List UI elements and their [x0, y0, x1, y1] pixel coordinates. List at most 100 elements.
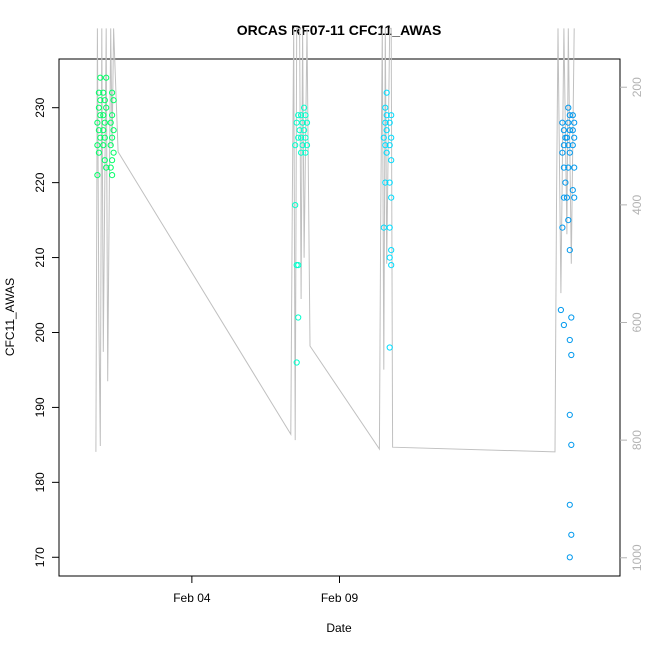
point-s3-20: [565, 217, 572, 224]
point-s1-8: [293, 119, 300, 126]
point-s2-10: [386, 344, 393, 351]
point-s2-5: [383, 127, 390, 134]
point-s3-1: [560, 321, 568, 329]
y2-tick-label-1: 400: [630, 195, 644, 215]
y-tick-label-2: 190: [33, 397, 47, 417]
point-s3-31: [569, 187, 576, 194]
x-axis: Feb 04 Feb 09: [173, 576, 359, 605]
point-s1-11: [299, 142, 306, 149]
point-s2-13: [388, 247, 395, 254]
point-s1-12: [298, 134, 305, 141]
point-s3-35: [569, 127, 576, 134]
point-s2-3: [382, 142, 389, 149]
point-s1-3: [293, 359, 300, 366]
x-tick-label-1: Feb 09: [321, 591, 359, 605]
scatter-points: [94, 74, 578, 561]
point-s3-27: [565, 119, 572, 126]
point-s1-18: [303, 142, 311, 149]
point-s3-32: [571, 164, 578, 171]
y2-axis: 200 400 600 800 1000: [620, 77, 644, 571]
y-tick-label-1: 180: [33, 472, 47, 492]
y-tick-label-0: 170: [33, 547, 47, 567]
point-s2-14: [386, 224, 393, 231]
point-s1-19: [302, 134, 309, 141]
point-s3-15: [566, 411, 573, 418]
point-s0-9: [95, 89, 103, 96]
point-s2-20: [386, 119, 393, 126]
point-s1-4: [295, 262, 302, 269]
point-s3-19: [566, 247, 573, 254]
point-s0-13: [100, 127, 107, 134]
point-s3-12: [568, 531, 575, 538]
point-s0-14: [101, 119, 108, 126]
point-s3-29: [565, 104, 572, 111]
point-s3-23: [566, 149, 573, 156]
point-s2-15: [388, 194, 395, 201]
y-tick-label-6: 230: [33, 97, 47, 117]
point-s0-29: [107, 119, 114, 126]
point-s0-2: [94, 142, 101, 149]
point-s2-11: [388, 262, 395, 269]
point-s0-32: [109, 89, 116, 96]
y-tick-label-3: 200: [33, 322, 47, 342]
point-s3-21: [563, 194, 571, 201]
point-s3-3: [560, 194, 568, 201]
point-s1-9: [295, 112, 302, 119]
point-s3-37: [569, 112, 576, 119]
point-s3-33: [569, 142, 576, 149]
y-axis-label: CFC11_AWAS: [3, 278, 17, 356]
point-s0-1: [95, 149, 103, 156]
point-s3-36: [571, 119, 578, 126]
y2-tick-label-4: 1000: [630, 544, 644, 571]
point-s3-26: [566, 127, 573, 134]
point-s1-16: [301, 104, 308, 111]
point-s3-4: [562, 179, 569, 186]
y2-tick-label-2: 600: [630, 312, 644, 332]
point-s0-19: [103, 74, 110, 81]
y-axis: 170 180 190 200 210 220 230: [33, 97, 59, 567]
point-s0-31: [110, 97, 117, 104]
point-s3-9: [560, 127, 568, 134]
point-s2-6: [382, 119, 389, 126]
point-s0-28: [110, 127, 117, 134]
point-s1-6: [295, 134, 302, 141]
point-s0-6: [97, 112, 104, 119]
point-s1-2: [295, 314, 302, 321]
point-s2-4: [380, 134, 387, 141]
point-s3-28: [566, 112, 573, 119]
point-s1-13: [301, 127, 308, 134]
point-s0-22: [109, 172, 116, 179]
point-s0-26: [107, 142, 114, 149]
point-s0-15: [100, 112, 107, 119]
point-s3-25: [563, 134, 571, 141]
point-s2-19: [388, 134, 395, 141]
point-s3-5: [560, 164, 568, 171]
point-s1-21: [302, 112, 309, 119]
point-s1-14: [299, 119, 306, 126]
point-s2-12: [386, 254, 393, 261]
point-s3-0: [557, 306, 565, 314]
point-s0-24: [109, 157, 116, 164]
point-s2-8: [382, 104, 389, 111]
point-s0-27: [109, 134, 116, 141]
point-s3-18: [568, 314, 575, 321]
point-s0-30: [109, 112, 116, 119]
point-s3-34: [571, 134, 578, 141]
point-s2-17: [388, 157, 395, 164]
y2-tick-label-3: 800: [630, 430, 644, 450]
point-s3-6: [559, 149, 566, 156]
plot-frame: [58, 58, 621, 577]
point-s1-17: [302, 149, 309, 156]
point-s3-11: [566, 554, 573, 561]
point-s0-5: [94, 119, 101, 126]
point-s3-10: [559, 119, 566, 126]
point-s3-24: [565, 142, 572, 149]
point-s0-21: [103, 164, 110, 171]
point-s0-25: [110, 149, 117, 156]
point-s2-16: [386, 179, 393, 186]
point-s0-18: [100, 89, 107, 96]
point-s3-16: [568, 351, 575, 359]
point-s0-23: [107, 164, 114, 171]
point-s1-10: [298, 149, 305, 156]
